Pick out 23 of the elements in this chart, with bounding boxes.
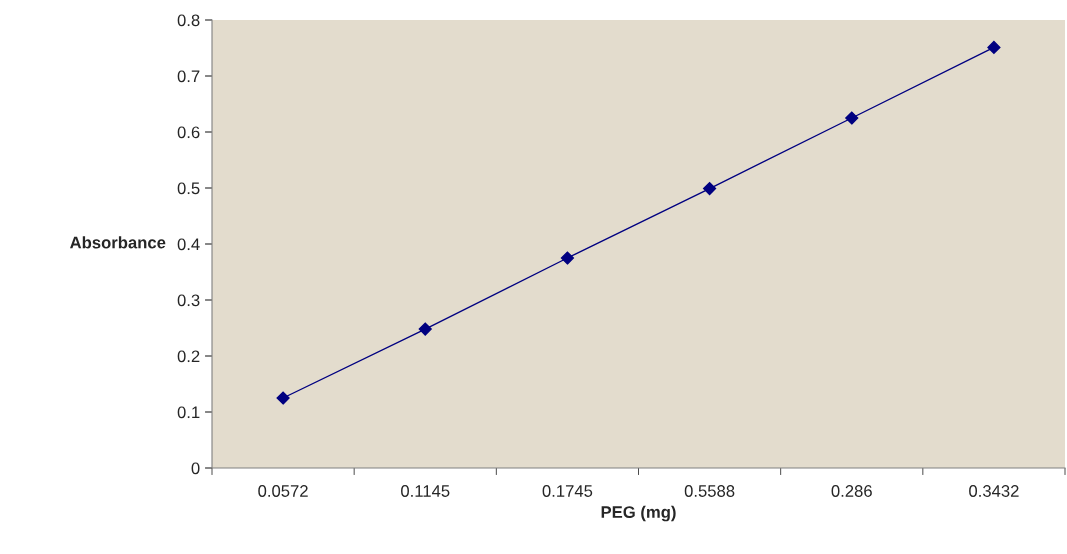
y-axis-title: Absorbance [70, 236, 166, 249]
x-tick-label: 0.0572 [258, 485, 308, 497]
y-tick-label: 0.1 [177, 406, 200, 419]
y-tick-label: 0.6 [177, 126, 200, 139]
y-tick-label: 0.3 [177, 294, 200, 307]
y-tick-label: 0.4 [177, 238, 200, 251]
point [987, 40, 1001, 55]
y-tick-label: 0.7 [177, 70, 200, 83]
x-tick-label: 0.1745 [542, 485, 593, 497]
point [276, 391, 290, 405]
y-tick-label: 0.5 [177, 182, 200, 195]
point [702, 181, 717, 196]
y-tick-label: 0.2 [177, 350, 200, 363]
y-tick-label: 0 [191, 462, 200, 475]
point [560, 251, 575, 265]
x-tick-label: 0.1145 [401, 485, 450, 497]
point [845, 111, 859, 125]
x-tick-label: 0.286 [831, 485, 872, 497]
y-tick-label: 0.8 [177, 14, 200, 27]
x-axis-title: PEG (mg) [601, 505, 676, 522]
point [418, 322, 432, 336]
x-tick-label: 0.3432 [969, 485, 1019, 497]
x-tick-label: 0.5588 [684, 485, 735, 497]
